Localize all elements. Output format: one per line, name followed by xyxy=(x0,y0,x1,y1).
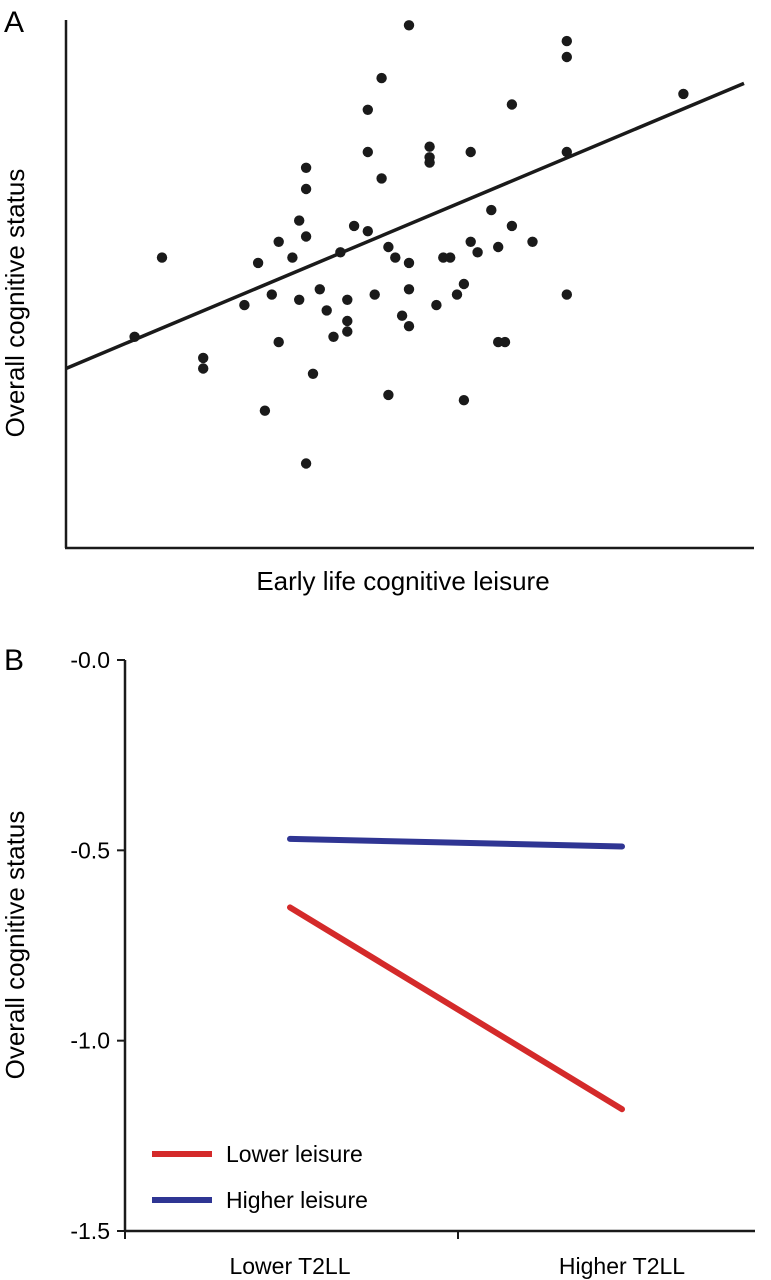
scatter-point-38 xyxy=(403,20,415,31)
panel-a-letter: A xyxy=(4,6,24,39)
scatter-point-46 xyxy=(451,289,463,300)
scatter-point-1 xyxy=(156,252,168,263)
scatter-point-51 xyxy=(472,247,483,258)
scatter-point-10 xyxy=(266,289,277,300)
panel-b-letter: B xyxy=(4,644,24,677)
scatter-point-49 xyxy=(465,146,476,158)
scatter-point-16 xyxy=(294,294,305,305)
scatter-point-57 xyxy=(506,99,518,110)
scatter-point-41 xyxy=(424,141,435,152)
scatter-point-39 xyxy=(403,284,415,295)
scatter-point-37 xyxy=(403,257,415,269)
panel-b-series-lines xyxy=(287,835,625,1113)
y-tick-label: -0.0 xyxy=(70,647,110,673)
scatter-point-2 xyxy=(198,352,209,364)
scatter-point-13 xyxy=(300,162,312,173)
y-tick-label: -0.5 xyxy=(70,837,110,863)
scatter-point-48 xyxy=(458,395,470,406)
scatter-point-12 xyxy=(300,231,312,242)
panel-a-fit-line xyxy=(65,81,745,371)
panel-b-y-ticks: -1.5 -1.0 -0.5 -0.0 xyxy=(70,647,125,1244)
legend-label: Higher leisure xyxy=(226,1187,368,1213)
panel-b-y-axis-label: Overall cognitive status xyxy=(0,811,30,1080)
scatter-point-14 xyxy=(300,183,312,195)
scatter-point-55 xyxy=(499,336,511,348)
scatter-point-35 xyxy=(396,310,408,321)
scatter-point-8 xyxy=(273,336,284,348)
series-line-higher-leisure xyxy=(287,835,625,850)
scatter-point-27 xyxy=(362,146,373,158)
scatter-point-34 xyxy=(390,252,401,263)
scatter-point-20 xyxy=(328,331,339,342)
scatter-point-45 xyxy=(445,252,456,263)
series-line-lower-leisure xyxy=(287,904,625,1113)
x-tick-label: Higher T2LL xyxy=(559,1253,685,1279)
scatter-point-22 xyxy=(342,315,353,327)
scatter-point-53 xyxy=(493,241,504,253)
scatter-point-36 xyxy=(403,321,415,332)
scatter-point-63 xyxy=(678,88,689,100)
scatter-point-3 xyxy=(198,363,209,374)
panel-a-y-axis-label: Overall cognitive status xyxy=(0,169,30,438)
scatter-point-23 xyxy=(342,326,353,337)
scatter-point-25 xyxy=(348,220,360,232)
scatter-point-28 xyxy=(362,104,373,116)
scatter-point-58 xyxy=(527,236,538,247)
scatter-point-62 xyxy=(561,51,572,63)
y-tick-label: -1.0 xyxy=(70,1028,110,1054)
scatter-point-15 xyxy=(307,368,319,379)
scatter-point-60 xyxy=(561,146,572,158)
scatter-point-31 xyxy=(376,72,387,84)
legend-label: Lower leisure xyxy=(226,1141,363,1167)
panel-b-legend: Lower leisure Higher leisure xyxy=(152,1141,368,1213)
scatter-point-33 xyxy=(383,241,394,253)
scatter-point-52 xyxy=(486,204,497,216)
scatter-point-50 xyxy=(465,236,476,247)
scatter-point-29 xyxy=(369,289,380,300)
scatter-point-56 xyxy=(506,220,518,232)
scatter-point-59 xyxy=(561,35,572,47)
scatter-point-19 xyxy=(314,284,325,295)
scatter-point-18 xyxy=(321,305,332,316)
scatter-point-47 xyxy=(458,278,470,290)
panel-b-x-ticks: Lower T2LL Higher T2LL xyxy=(124,1231,685,1279)
scatter-point-42 xyxy=(424,152,435,163)
scatter-point-30 xyxy=(383,389,394,401)
scatter-point-6 xyxy=(252,257,264,269)
scatter-point-9 xyxy=(287,252,298,263)
x-tick-label: Lower T2LL xyxy=(229,1253,350,1279)
panel-a-x-axis-label: Early life cognitive leisure xyxy=(256,566,549,596)
scatter-point-5 xyxy=(259,405,271,416)
scatter-point-24 xyxy=(342,294,353,305)
scatter-point-11 xyxy=(294,215,305,226)
scatter-point-4 xyxy=(239,299,250,311)
scatter-point-32 xyxy=(376,173,387,184)
y-tick-label: -1.5 xyxy=(70,1218,110,1244)
scatter-point-26 xyxy=(362,226,373,237)
panel-a: A Early life cognitive leisure Overall c… xyxy=(0,6,754,596)
panel-a-points xyxy=(129,20,689,469)
scatter-point-61 xyxy=(561,289,572,300)
scatter-point-43 xyxy=(431,299,442,311)
scatter-point-17 xyxy=(300,458,312,469)
panel-b: B -1.5 -1.0 -0.5 -0.0 Lower T2LL Higher T2LL… xyxy=(0,644,755,1279)
scatter-point-7 xyxy=(273,236,284,247)
